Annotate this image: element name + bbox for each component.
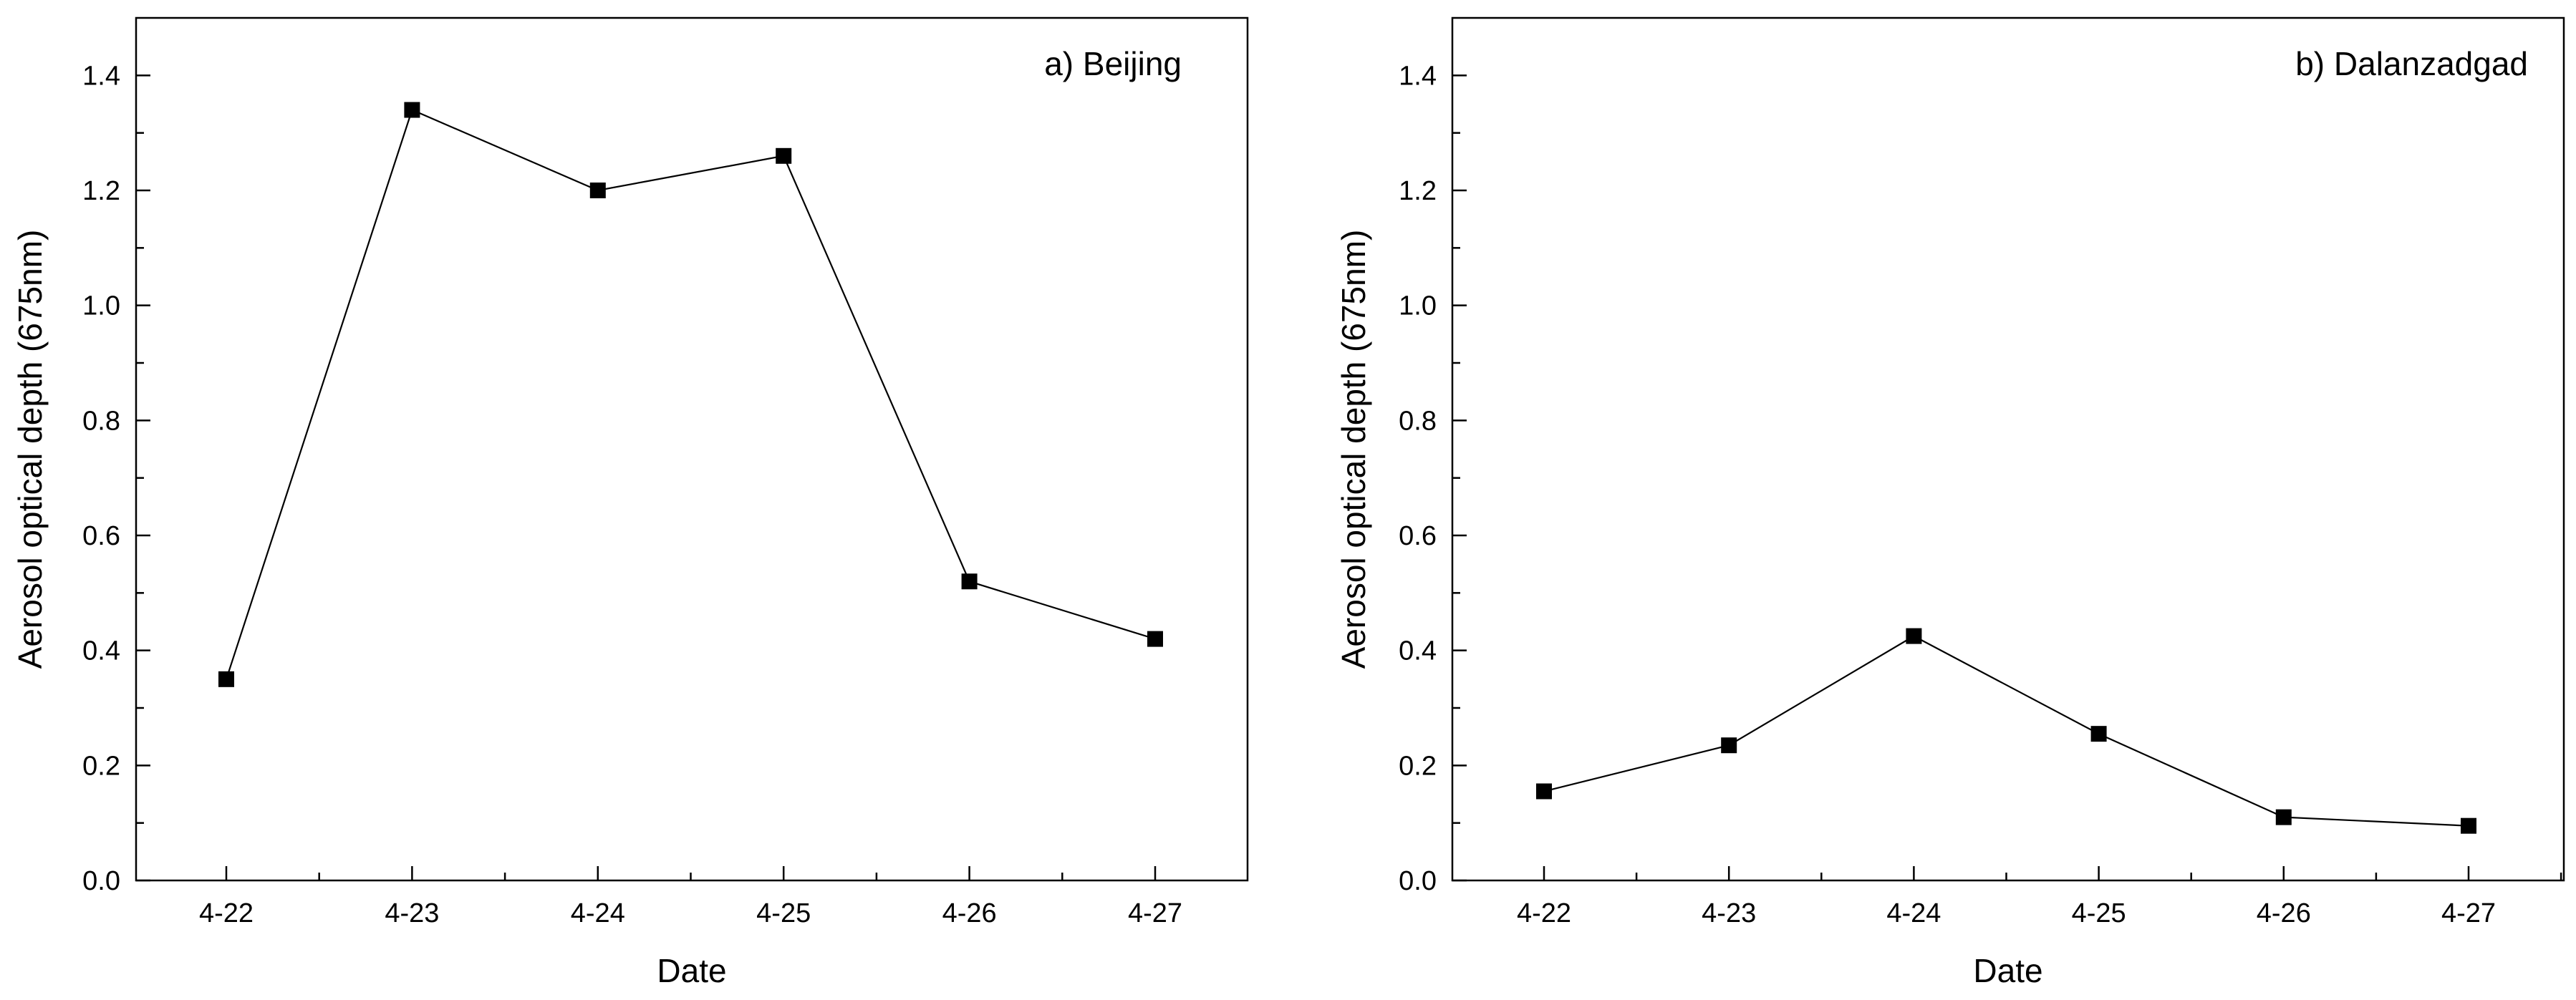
x-tick-label: 4-25	[756, 898, 811, 928]
x-tick-label: 4-27	[2441, 898, 2496, 928]
data-point-4-24	[1906, 628, 1922, 644]
data-point-4-22	[1536, 783, 1552, 800]
data-point-4-27	[2461, 817, 2476, 834]
series-line	[1543, 635, 2469, 827]
panel-dalanzadgad: 0.0 0.2 0.4 0.6 0.8 1.0 1.2 1.4 4-22 4-23 4-24 4-25…	[1335, 16, 2565, 989]
y-tick-label: 0.0	[82, 866, 120, 896]
data-point-4-23	[404, 102, 420, 118]
y-tick-label: 0.8	[82, 406, 120, 436]
x-axis-title: Date	[657, 952, 726, 989]
x-axis-title: Date	[1973, 952, 2042, 989]
panel-title: a) Beijing	[1044, 45, 1182, 82]
y-tick-label: 1.2	[82, 176, 120, 206]
x-tick-label: 4-24	[571, 898, 625, 928]
data-point-4-23	[1721, 737, 1737, 754]
y-tick-label: 0.2	[1399, 751, 1437, 781]
x-tick-label: 4-22	[199, 898, 254, 928]
x-tick-label: 4-24	[1886, 898, 1941, 928]
data-point-4-24	[589, 183, 606, 198]
y-tick-label: 0.6	[1399, 521, 1437, 551]
y-tick-label: 1.0	[82, 291, 120, 321]
series-line	[225, 109, 1156, 680]
y-axis-title: Aerosol optical depth (675nm)	[1335, 230, 1372, 669]
data-point-4-22	[218, 671, 234, 687]
panel-beijing: 0.0 0.2 0.4 0.6 0.8 1.0 1.2 1.4 4-22 4-23 4-24 4-25…	[11, 16, 1249, 989]
y-tick-label: 0.8	[1399, 406, 1437, 436]
plot-frame	[135, 16, 1249, 882]
y-tick-label: 0.4	[82, 636, 120, 666]
data-point-4-25	[776, 147, 792, 164]
data-point-4-27	[1147, 631, 1163, 647]
data-point-4-26	[961, 573, 978, 590]
y-axis-title: Aerosol optical depth (675nm)	[11, 230, 49, 669]
x-tick-label: 4-23	[1702, 898, 1756, 928]
data-point-4-25	[2090, 726, 2107, 742]
y-tick-label: 0.6	[82, 521, 120, 551]
x-tick-label: 4-22	[1517, 898, 1571, 928]
y-tick-label: 0.4	[1399, 636, 1437, 666]
x-tick-label: 4-27	[1128, 898, 1182, 928]
panel-title: b) Dalanzadgad	[2295, 45, 2528, 82]
y-tick-label: 0.0	[1399, 866, 1437, 896]
plot-frame	[1451, 16, 2565, 882]
x-tick-label: 4-26	[942, 898, 997, 928]
y-tick-label: 1.4	[1399, 61, 1437, 91]
y-tick-label: 1.0	[1399, 291, 1437, 321]
x-tick-label: 4-26	[2257, 898, 2311, 928]
y-tick-label: 1.2	[1399, 176, 1437, 206]
x-tick-label: 4-23	[385, 898, 439, 928]
x-tick-label: 4-25	[2072, 898, 2126, 928]
y-tick-label: 0.2	[82, 751, 120, 781]
y-tick-label: 1.4	[82, 61, 120, 91]
data-point-4-26	[2275, 809, 2292, 825]
